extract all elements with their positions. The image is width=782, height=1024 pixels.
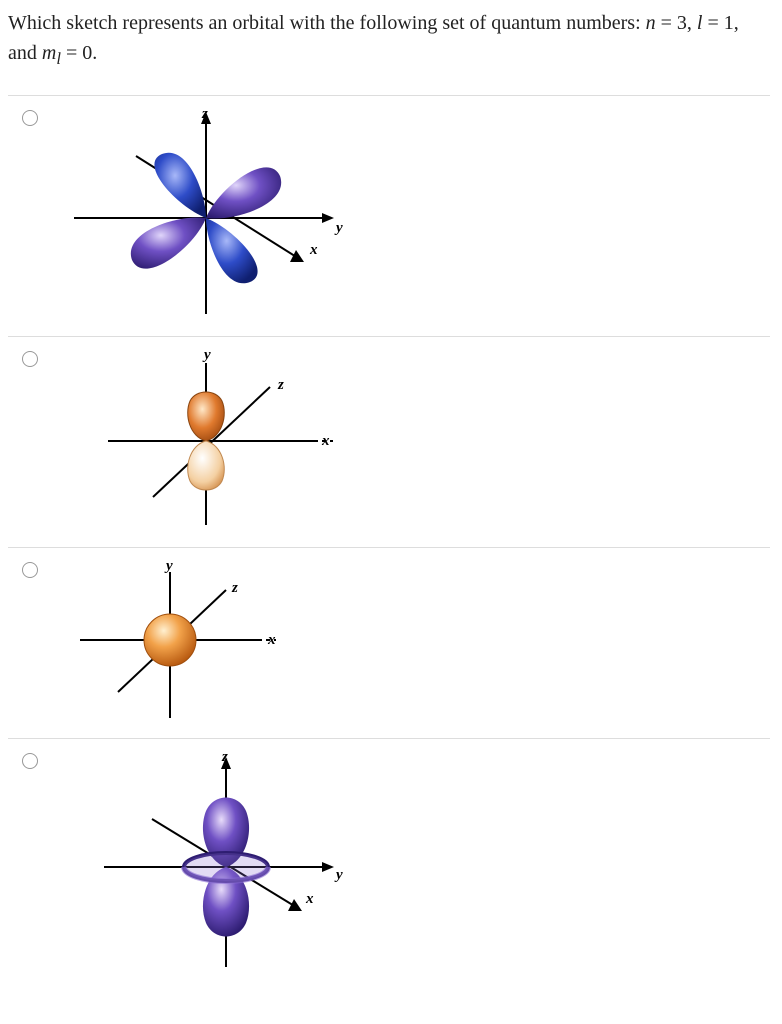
option-a[interactable]: z y x	[8, 95, 770, 336]
orbital-c-svg	[58, 558, 298, 728]
orbital-a-svg	[58, 106, 358, 326]
eq3: = 0.	[61, 42, 97, 64]
figure-d: z y x	[58, 749, 358, 979]
axis-z: z	[202, 106, 208, 123]
option-d[interactable]: z y x	[8, 738, 770, 989]
question-prefix: Which sketch represents an orbital with …	[8, 12, 646, 34]
radio-wrap	[8, 347, 58, 372]
radio-wrap	[8, 106, 58, 131]
axis-y: y	[204, 347, 211, 364]
radio-a[interactable]	[22, 110, 38, 126]
radio-wrap	[8, 558, 58, 583]
axis-x: x	[268, 632, 276, 649]
axis-z: z	[222, 749, 228, 766]
radio-b[interactable]	[22, 351, 38, 367]
axis-z: z	[278, 377, 284, 394]
option-b[interactable]: y z x	[8, 336, 770, 547]
orbital-b-svg	[58, 347, 348, 537]
orbital-d-svg	[58, 749, 358, 979]
radio-c[interactable]	[22, 562, 38, 578]
radio-d[interactable]	[22, 753, 38, 769]
var-ml: m	[42, 42, 56, 64]
radio-wrap	[8, 749, 58, 774]
question-text: Which sketch represents an orbital with …	[8, 8, 770, 71]
axis-x: x	[310, 242, 318, 259]
figure-b: y z x	[58, 347, 348, 537]
figure-c: y z x	[58, 558, 298, 728]
var-n: n	[646, 12, 656, 34]
option-c[interactable]: y z x	[8, 547, 770, 738]
axis-z: z	[232, 580, 238, 597]
axis-y: y	[166, 558, 173, 575]
axis-y: y	[336, 220, 343, 237]
eq1: = 3,	[656, 12, 697, 34]
axis-x: x	[322, 433, 330, 450]
axis-y: y	[336, 867, 343, 884]
axis-x: x	[306, 891, 314, 908]
figure-a: z y x	[58, 106, 358, 326]
options-list: z y x	[8, 95, 770, 989]
